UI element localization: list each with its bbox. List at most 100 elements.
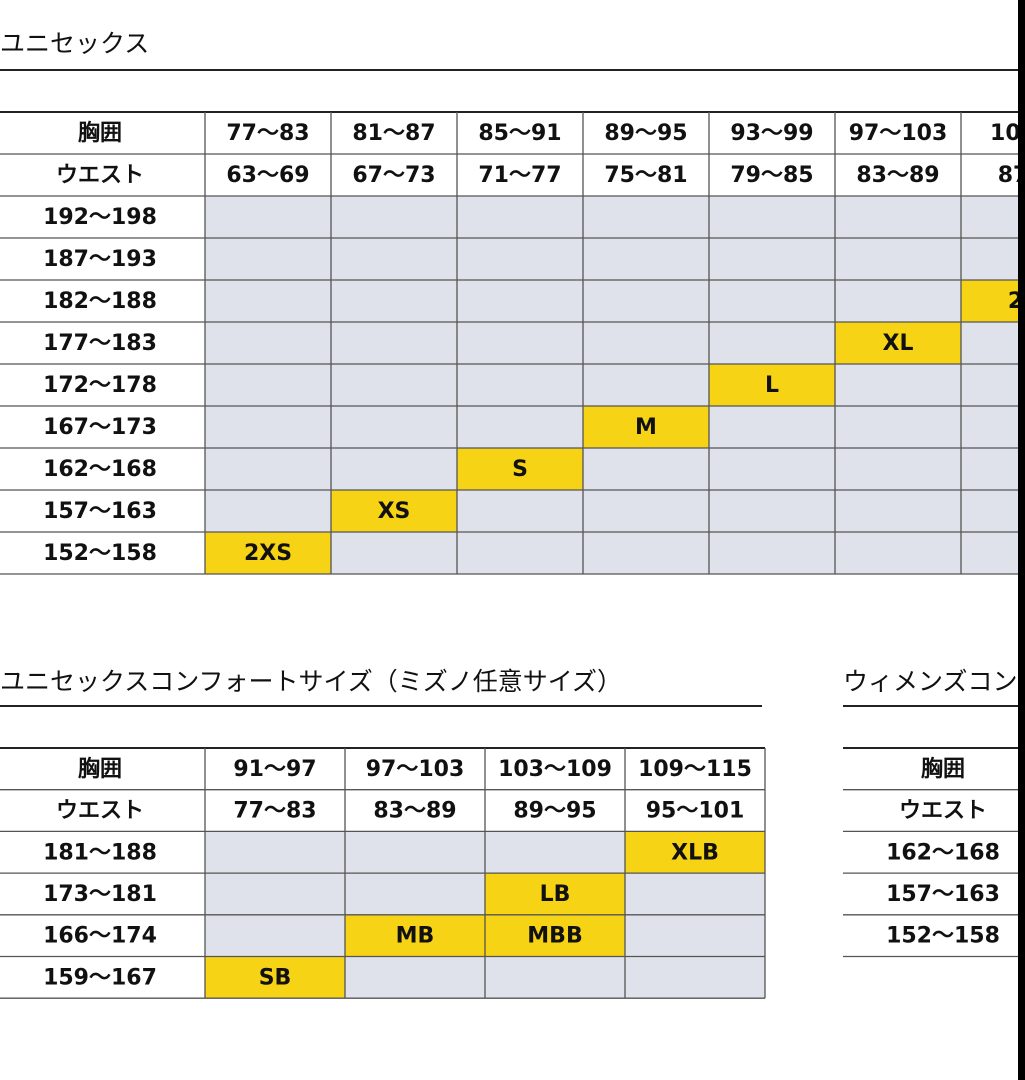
size-cell xyxy=(205,956,345,999)
table-title: ユニセックス xyxy=(0,29,149,58)
size-label: XS xyxy=(378,499,411,524)
empty-cell xyxy=(457,406,583,448)
empty-cell xyxy=(331,364,457,406)
empty-cell xyxy=(625,914,765,957)
height-label: 172～178 xyxy=(43,373,157,398)
empty-cell xyxy=(835,406,961,448)
size-cell xyxy=(485,873,625,915)
height-label: 152～158 xyxy=(886,924,1000,949)
waist-label: 83～89 xyxy=(856,163,939,188)
empty-cell xyxy=(331,406,457,448)
table-title: ウィメンズコン xyxy=(843,667,1018,696)
empty-cell xyxy=(205,448,331,490)
empty-cell xyxy=(457,364,583,406)
size-cell xyxy=(625,831,765,874)
size-cell xyxy=(961,280,1025,322)
empty-cell xyxy=(835,490,961,532)
height-label: 162～168 xyxy=(886,840,1000,865)
empty-cell xyxy=(961,364,1025,406)
empty-cell xyxy=(205,831,345,874)
empty-cell xyxy=(205,196,331,238)
height-label: 187～193 xyxy=(43,247,157,272)
empty-cell xyxy=(583,448,709,490)
size-cell xyxy=(835,322,961,364)
empty-cell xyxy=(709,196,835,238)
empty-cell xyxy=(331,196,457,238)
empty-cell xyxy=(709,280,835,322)
height-label: 152～158 xyxy=(43,541,157,566)
chest-label: 97～103 xyxy=(366,757,465,782)
size-cell xyxy=(457,448,583,490)
empty-cell xyxy=(709,532,835,574)
empty-cell xyxy=(457,532,583,574)
empty-cell xyxy=(835,280,961,322)
empty-cell xyxy=(583,532,709,574)
empty-cell xyxy=(331,238,457,280)
empty-cell xyxy=(457,280,583,322)
empty-cell xyxy=(961,532,1025,574)
empty-cell xyxy=(205,238,331,280)
empty-cell xyxy=(835,238,961,280)
height-label: 181～188 xyxy=(43,840,157,865)
size-cell xyxy=(331,490,457,532)
waist-label: 63～69 xyxy=(226,163,309,188)
empty-cell xyxy=(331,448,457,490)
size-label: MBB xyxy=(527,924,582,949)
header-label: ウエスト xyxy=(56,163,144,188)
empty-cell xyxy=(835,364,961,406)
empty-cell xyxy=(205,873,345,915)
empty-cell xyxy=(709,238,835,280)
waist-label: 79～85 xyxy=(730,163,813,188)
size-cell xyxy=(485,914,625,957)
size-cell xyxy=(345,914,485,957)
empty-cell xyxy=(625,956,765,999)
waist-label: 95～101 xyxy=(646,799,745,824)
height-label: 157～163 xyxy=(886,882,1000,907)
empty-cell xyxy=(961,448,1025,490)
empty-cell xyxy=(709,490,835,532)
size-label: XLB xyxy=(671,840,719,865)
header-label: ウエスト xyxy=(899,799,987,824)
empty-cell xyxy=(205,322,331,364)
size-label: LB xyxy=(540,882,571,907)
chest-label: 93～99 xyxy=(730,121,813,146)
empty-cell xyxy=(485,831,625,874)
right-edge xyxy=(1018,0,1025,1080)
empty-cell xyxy=(457,322,583,364)
size-label: S xyxy=(512,457,528,482)
height-label: 192～198 xyxy=(43,205,157,230)
empty-cell xyxy=(961,196,1025,238)
empty-cell xyxy=(961,238,1025,280)
table-title: ユニセックスコンフォートサイズ（ミズノ任意サイズ） xyxy=(0,667,622,696)
chest-label: 81～87 xyxy=(352,121,435,146)
chest-label: 89～95 xyxy=(604,121,687,146)
empty-cell xyxy=(457,490,583,532)
empty-cell xyxy=(625,873,765,915)
size-cell xyxy=(709,364,835,406)
empty-cell xyxy=(961,490,1025,532)
chest-label: 109～115 xyxy=(638,757,752,782)
waist-label: 71～77 xyxy=(478,163,561,188)
empty-cell xyxy=(345,873,485,915)
size-label: L xyxy=(765,373,779,398)
empty-cell xyxy=(205,406,331,448)
header-label: 胸囲 xyxy=(78,120,122,146)
empty-cell xyxy=(583,322,709,364)
height-label: 157～163 xyxy=(43,499,157,524)
empty-cell xyxy=(961,406,1025,448)
waist-label: 67～73 xyxy=(352,163,435,188)
waist-label: 89～95 xyxy=(513,799,596,824)
empty-cell xyxy=(205,364,331,406)
empty-cell xyxy=(709,448,835,490)
empty-cell xyxy=(331,280,457,322)
empty-cell xyxy=(835,532,961,574)
empty-cell xyxy=(205,914,345,957)
empty-cell xyxy=(331,532,457,574)
height-label: 182～188 xyxy=(43,289,157,314)
header-label: ウエスト xyxy=(56,799,144,824)
size-label: MB xyxy=(396,924,435,949)
height-label: 166～174 xyxy=(43,924,157,949)
size-label: SB xyxy=(259,965,292,990)
empty-cell xyxy=(583,238,709,280)
